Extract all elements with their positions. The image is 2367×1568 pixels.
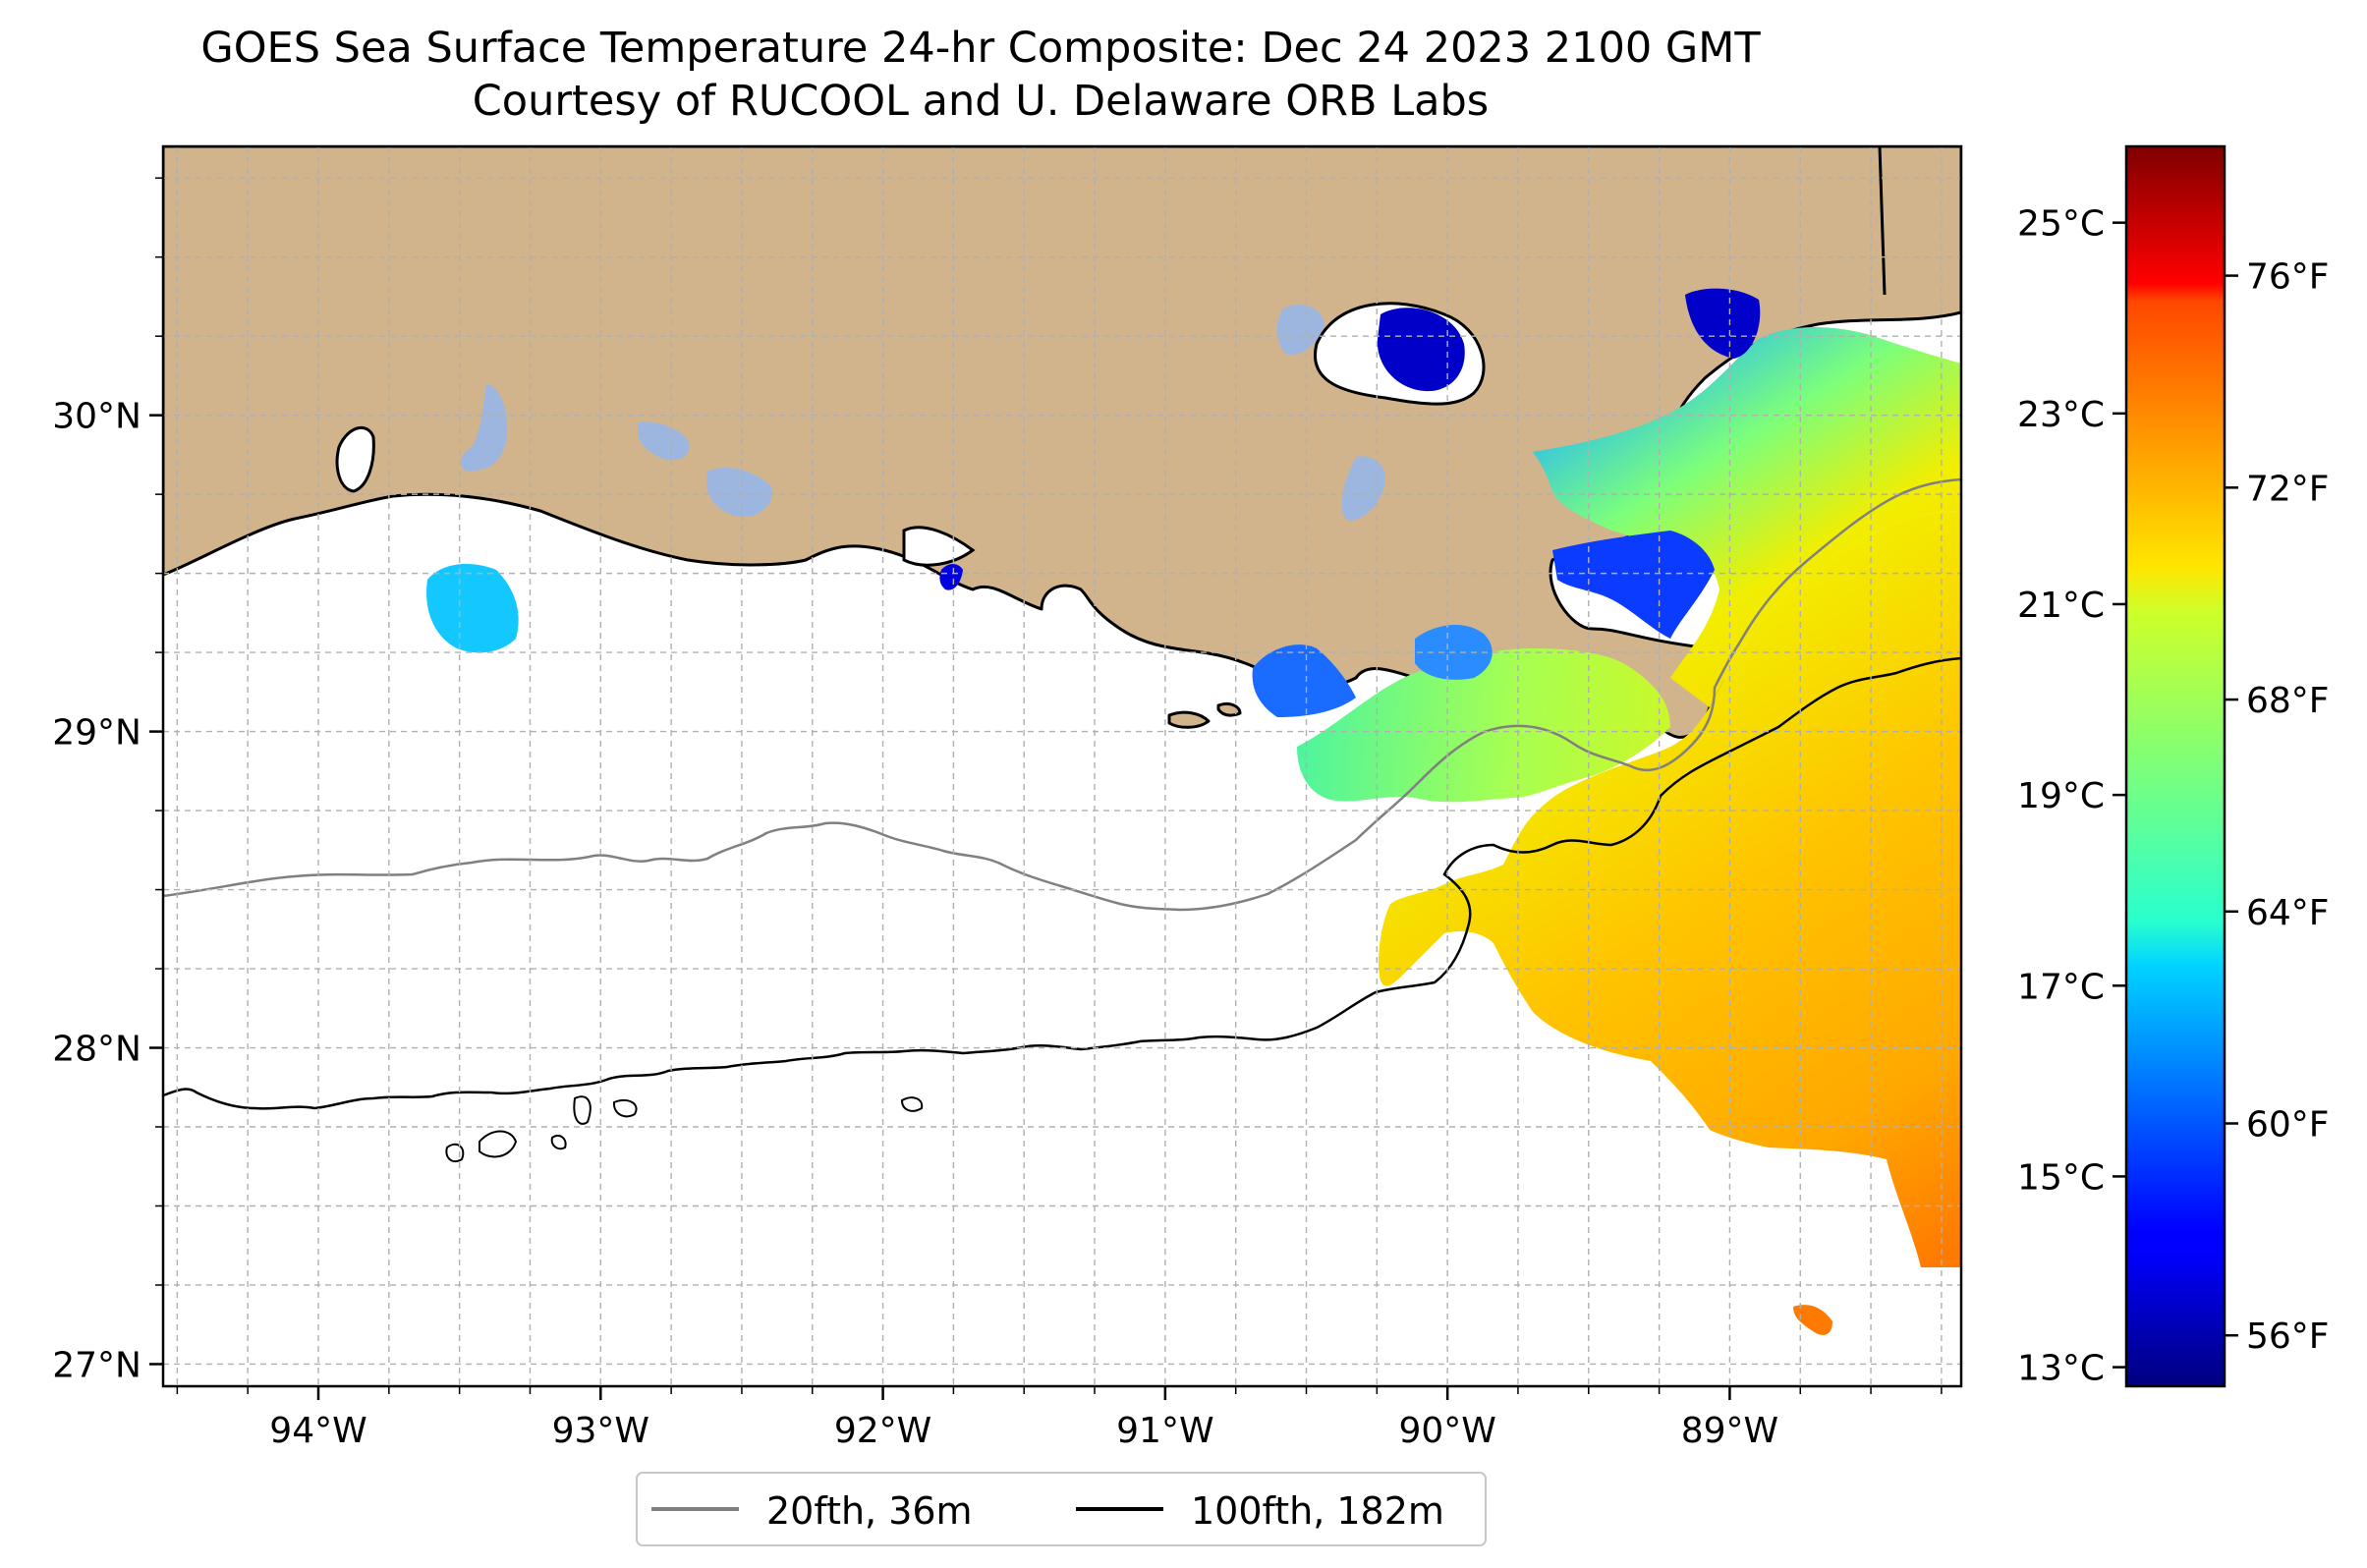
colorbar-fahrenheit-label: 68°F bbox=[2246, 681, 2330, 721]
colorbar-celsius-label: 25°C bbox=[2017, 204, 2105, 245]
legend-label-100fth: 100fth, 182m bbox=[1191, 1489, 1444, 1533]
legend-label-20fth: 20fth, 36m bbox=[766, 1489, 973, 1533]
lat-tick-label: 27°N bbox=[52, 1345, 141, 1385]
colorbar-celsius-label: 23°C bbox=[2017, 395, 2105, 435]
sst-nearshore-band bbox=[1533, 327, 1961, 707]
isobath-100fth bbox=[163, 656, 1961, 1110]
lake-salvador bbox=[1341, 456, 1385, 521]
colorbar-celsius-label: 13°C bbox=[2017, 1349, 2105, 1389]
gridlines bbox=[163, 146, 1961, 1386]
chart-subtitle: Courtesy of RUCOOL and U. Delaware ORB L… bbox=[472, 77, 1490, 126]
sst-western-patch bbox=[426, 564, 519, 653]
colorbar: 25°C 23°C 21°C 19°C 17°C 15°C 13°C 76°F 72°F 68°F… bbox=[2017, 144, 2330, 1389]
island bbox=[1216, 701, 1242, 717]
lon-tick-label: 89°W bbox=[1681, 1411, 1778, 1451]
sst-far-south-patch bbox=[1793, 1305, 1832, 1335]
colorbar-celsius-label: 19°C bbox=[2017, 776, 2105, 816]
map-frame bbox=[161, 144, 1963, 1388]
lon-tick-label: 94°W bbox=[269, 1411, 366, 1451]
colorbar-celsius-label: 17°C bbox=[2017, 967, 2105, 1007]
colorbar-fahrenheit-label: 56°F bbox=[2246, 1316, 2330, 1357]
lon-tick-label: 90°W bbox=[1398, 1411, 1495, 1451]
sst-calcasieu-pass-blue bbox=[939, 564, 963, 590]
colorbar-fahrenheit-label: 64°F bbox=[2246, 893, 2330, 933]
sst-delta-blue bbox=[1552, 531, 1715, 639]
lon-tick-label: 93°W bbox=[552, 1411, 649, 1451]
lon-tick-label: 91°W bbox=[1116, 1411, 1213, 1451]
legend-box bbox=[636, 1472, 1487, 1546]
sst-borgne-blue bbox=[1685, 288, 1761, 359]
map-axes: 30°N 29°N 28°N 27°N 94°W 93°W 92°W 91°W 90°W 89°W bbox=[52, 177, 1943, 1451]
colorbar-fahrenheit-label: 76°F bbox=[2246, 257, 2330, 298]
colorbar-celsius-label: 15°C bbox=[2017, 1157, 2105, 1198]
isobath-20fth bbox=[163, 477, 1961, 912]
lake-charles-area bbox=[638, 421, 690, 461]
state-boundary bbox=[1878, 146, 1887, 296]
reef-contours bbox=[445, 1095, 924, 1163]
lat-tick-label: 29°N bbox=[52, 713, 141, 754]
lon-tick-label: 92°W bbox=[834, 1411, 931, 1451]
colorbar-fahrenheit-label: 72°F bbox=[2246, 469, 2330, 509]
lat-tick-label: 30°N bbox=[52, 397, 141, 437]
colorbar-celsius-label: 21°C bbox=[2017, 586, 2105, 626]
sst-shelf-green bbox=[1297, 648, 1670, 803]
lat-tick-label: 28°N bbox=[52, 1030, 141, 1070]
sst-barataria-blue bbox=[1252, 644, 1356, 717]
white-lake bbox=[706, 467, 772, 517]
land bbox=[163, 146, 1961, 739]
colorbar-ticks: 25°C 23°C 21°C 19°C 17°C 15°C 13°C 76°F 72°F 68°F… bbox=[2017, 204, 2329, 1389]
sabine-lake bbox=[335, 426, 375, 493]
colorbar-gradient bbox=[2124, 144, 2226, 1388]
legend: 20fth, 36m 100fth, 182m bbox=[636, 1472, 1487, 1546]
vermilion-bay bbox=[902, 526, 976, 567]
maurepas-lake bbox=[1276, 305, 1324, 355]
lake-pontchartrain bbox=[1314, 302, 1486, 406]
island bbox=[1167, 710, 1211, 729]
colorbar-fahrenheit-label: 60°F bbox=[2246, 1104, 2330, 1145]
chart-title: GOES Sea Surface Temperature 24-hr Compo… bbox=[200, 24, 1761, 73]
calcasieu-lake bbox=[460, 383, 508, 472]
